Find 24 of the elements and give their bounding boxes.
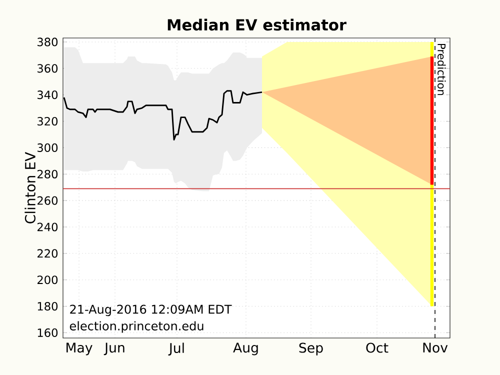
x-tick-label: Oct bbox=[366, 342, 388, 353]
y-axis-title: Clinton EV bbox=[24, 152, 36, 224]
y-tick-label: 320 bbox=[38, 116, 58, 126]
y-tick-label: 160 bbox=[38, 328, 58, 338]
x-tick-label: Nov bbox=[423, 342, 448, 353]
x-tick-label: Jun bbox=[104, 342, 124, 356]
x-tick-label: Jul bbox=[168, 342, 184, 356]
chart-title: Median EV estimator bbox=[168, 18, 346, 31]
x-tick-label: Sep bbox=[299, 342, 323, 356]
y-tick-label: 180 bbox=[38, 302, 58, 311]
y-tick-label: 340 bbox=[38, 90, 58, 100]
y-tick-label: 240 bbox=[37, 222, 58, 232]
x-tick-label: Aug bbox=[233, 342, 258, 356]
annotation: 21-Aug-2016 12:09AM EDT bbox=[70, 304, 232, 316]
y-tick-label: 300 bbox=[38, 143, 58, 152]
y-tick-label: 260 bbox=[37, 196, 58, 205]
y-tick-label: 220 bbox=[37, 249, 58, 258]
y-tick-label: 280 bbox=[37, 170, 58, 178]
y-tick-label: 380 bbox=[38, 38, 58, 46]
annotation: election.princeton.edu bbox=[70, 321, 204, 333]
ref-line-label: Prediction bbox=[438, 44, 446, 96]
x-tick-label: May bbox=[66, 342, 92, 356]
y-tick-label: 360 bbox=[38, 64, 58, 73]
y-tick-label: 200 bbox=[37, 276, 58, 284]
